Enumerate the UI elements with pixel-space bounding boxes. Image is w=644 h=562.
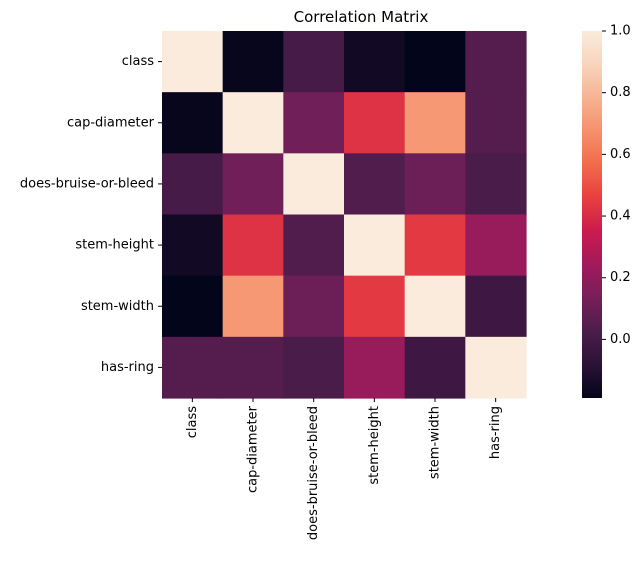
colorbar-tick-label: 0.2 [610, 270, 631, 285]
heatmap-cell [404, 275, 466, 338]
heatmap-cell [344, 153, 406, 216]
heatmap-cell [283, 153, 345, 216]
heatmap-cell [344, 336, 406, 399]
heatmap-cell [162, 31, 224, 93]
column-label: class [185, 406, 200, 438]
heatmap-cell [465, 275, 527, 338]
heatmap-cell [222, 153, 284, 216]
heatmap-cell [222, 214, 284, 277]
colorbar-tick-label: 0.6 [610, 147, 631, 162]
heatmap-cell [344, 31, 406, 93]
heatmap-cell [465, 92, 527, 154]
heatmap-cell [344, 214, 406, 277]
row-label: stem-width [81, 299, 154, 314]
heatmap-cell [283, 31, 345, 93]
heatmap-cell [162, 336, 224, 399]
heatmap-cell [465, 31, 527, 93]
heatmap-cell [404, 153, 466, 216]
heatmap-cell [162, 153, 224, 216]
heatmap-cells [162, 31, 527, 399]
heatmap-cell [465, 336, 527, 399]
column-label: stem-width [428, 406, 443, 479]
chart-title: Correlation Matrix [294, 8, 429, 26]
heatmap-cell [344, 92, 406, 154]
heatmap-cell [222, 92, 284, 154]
colorbar-tick-label: 0.4 [610, 209, 631, 224]
column-labels: class cap-diameter does-bruise-or-bleed ste… [185, 398, 503, 540]
row-labels: class cap-diameter does-bruise-or-bleed ste… [20, 54, 162, 375]
heatmap-cell [283, 275, 345, 338]
heatmap-cell [222, 275, 284, 338]
heatmap-cell [162, 92, 224, 154]
colorbar-tick-label: 0.0 [610, 332, 631, 347]
heatmap-cell [162, 275, 224, 338]
heatmap-cell [222, 31, 284, 93]
colorbar [582, 31, 602, 398]
heatmap-cell [404, 214, 466, 277]
row-label: class [122, 54, 154, 69]
column-label: cap-diameter [246, 405, 261, 493]
row-label: stem-height [75, 238, 154, 253]
heatmap-cell [222, 336, 284, 399]
column-label: stem-height [367, 406, 382, 485]
colorbar-tick-label: 0.8 [610, 85, 631, 100]
row-label: has-ring [101, 360, 154, 375]
colorbar-tick-label: 1.0 [610, 24, 631, 39]
colorbar-ticks: 0.0 0.2 0.4 0.6 0.8 1.0 [602, 24, 631, 347]
heatmap-cell [162, 214, 224, 277]
heatmap-cell [283, 92, 345, 154]
row-label: does-bruise-or-bleed [20, 176, 154, 191]
heatmap-cell [283, 214, 345, 277]
heatmap-cell [465, 153, 527, 216]
column-label: does-bruise-or-bleed [306, 406, 321, 540]
heatmap-cell [283, 336, 345, 399]
heatmap-cell [344, 275, 406, 338]
heatmap-cell [404, 92, 466, 154]
column-label: has-ring [488, 406, 503, 459]
heatmap-cell [404, 336, 466, 399]
heatmap-cell [404, 31, 466, 93]
heatmap-cell [465, 214, 527, 277]
row-label: cap-diameter [67, 115, 155, 130]
